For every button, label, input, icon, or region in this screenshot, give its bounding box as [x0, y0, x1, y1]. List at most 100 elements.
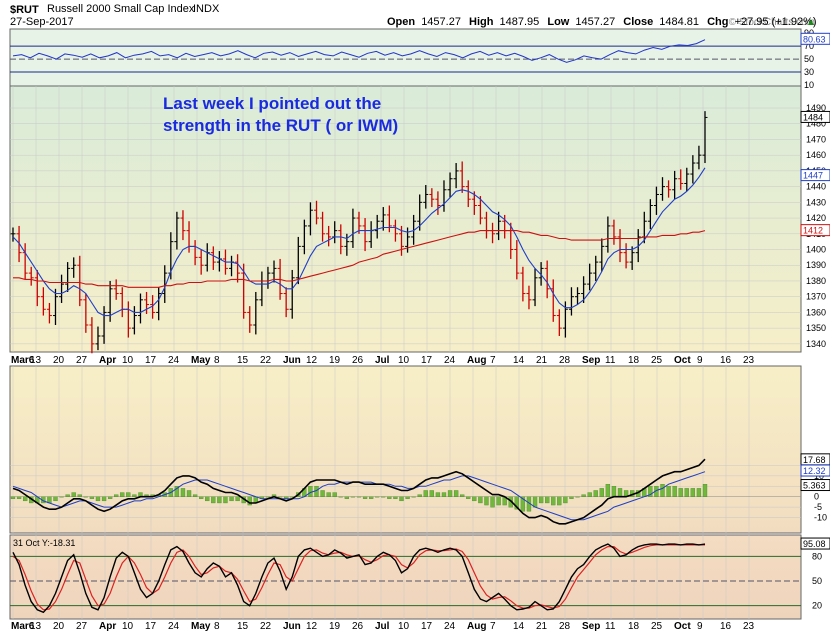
macd-tick-0: 0 — [814, 492, 819, 502]
macd-hist-57 — [356, 496, 362, 498]
macd-hist-27 — [174, 486, 180, 497]
x-label-bottom-14: 19 — [329, 621, 341, 632]
chart-header: $RUT Russell 2000 Small Cap Index INDX 2… — [10, 3, 817, 28]
top-indicator-line — [12, 39, 706, 63]
x-label-bottom-17: 10 — [398, 621, 410, 632]
macd-hist-71 — [441, 492, 447, 497]
macd-hist-31 — [199, 496, 204, 499]
macd-hist-91 — [563, 496, 568, 504]
macd-hist-113 — [696, 488, 702, 497]
macd-hist-97 — [599, 488, 604, 497]
price-ma-long-line — [13, 230, 706, 288]
price-tick-1440: 1440 — [806, 182, 826, 192]
macd-hist-99 — [611, 486, 617, 497]
macd-hist-52 — [326, 492, 331, 497]
macd-line — [12, 458, 706, 525]
x-label-price-4: Apr — [99, 355, 116, 366]
macd-hist-36 — [229, 496, 234, 502]
macd-hist-105 — [648, 486, 653, 497]
x-label-bottom-12: Jun — [283, 621, 301, 632]
x-label-bottom-31: 16 — [720, 621, 732, 632]
x-label-bottom-19: 24 — [444, 621, 456, 632]
x-label-price-14: 19 — [329, 355, 341, 366]
x-label-bottom-3: 27 — [76, 621, 88, 632]
x-label-price-8: May — [191, 355, 211, 366]
price-ma-long-tag-box — [800, 224, 830, 237]
macd-tick--5: -5 — [814, 502, 822, 512]
price-tick-1420: 1420 — [806, 213, 826, 223]
price-last-tag: 1484 — [803, 112, 823, 122]
macd-hist-60 — [375, 496, 380, 498]
macd-hist-30 — [192, 494, 198, 497]
x-label-bottom-32: 23 — [743, 621, 755, 632]
macd-hist-16 — [107, 496, 113, 499]
price-tick-1390: 1390 — [806, 260, 826, 270]
macd-hist-95 — [587, 492, 592, 497]
macd-hist-94 — [581, 494, 586, 497]
macd-hist-51 — [320, 490, 325, 497]
x-label-bottom-11: 22 — [260, 621, 272, 632]
x-label-bottom-27: 18 — [628, 621, 640, 632]
macd-hist-100 — [617, 488, 623, 497]
macd-panel — [9, 365, 802, 534]
x-label-price-25: Sep — [582, 355, 600, 366]
price-ma-long-tag: 1412 — [803, 226, 823, 236]
macd-hist-77 — [478, 496, 483, 504]
macd-hist-65 — [405, 496, 410, 499]
macd-hist-112 — [690, 488, 696, 497]
high-label: High — [469, 16, 494, 28]
top-last-tag: 80.63 — [803, 34, 826, 44]
macd-tick--10: -10 — [814, 513, 827, 523]
macd-hist-32 — [205, 496, 210, 502]
x-label-bottom-20: Aug — [467, 621, 486, 632]
macd-hist-54 — [338, 496, 343, 498]
price-ma-short-tag-box — [800, 169, 830, 182]
macd-hist-83 — [514, 496, 519, 510]
top-last-tag-box — [800, 32, 830, 45]
price-panel — [9, 85, 802, 353]
x-label-price-24: 28 — [559, 355, 571, 366]
high-value: 1487.95 — [500, 16, 540, 28]
macd-hist-109 — [672, 486, 677, 497]
x-label-price-32: 23 — [743, 355, 755, 366]
macd-hist-111 — [684, 488, 689, 497]
x-label-price-7: 24 — [168, 355, 180, 366]
x-label-price-15: 26 — [352, 355, 364, 366]
macd-hist-53 — [332, 492, 337, 497]
stoch-tick-20: 20 — [812, 601, 822, 611]
macd-hist-2 — [22, 496, 28, 502]
macd-hist-88 — [545, 496, 550, 504]
price-tick-1480: 1480 — [806, 119, 826, 129]
macd-tag-macd: 17.68 — [803, 455, 826, 465]
x-label-bottom-29: Oct — [674, 621, 691, 632]
series-layer — [10, 39, 708, 614]
x-label-price-0: Mar6 — [11, 355, 35, 366]
macd-tag-hist: 5.363 — [803, 481, 826, 491]
x-label-bottom-6: 17 — [145, 621, 157, 632]
macd-hist-37 — [235, 496, 240, 502]
macd-hist-87 — [538, 496, 544, 504]
macd-hist-76 — [472, 496, 477, 502]
stoch-tick-80: 80 — [812, 551, 822, 561]
x-label-bottom-23: 21 — [536, 621, 548, 632]
macd-hist-73 — [453, 490, 459, 497]
x-label-bottom-0: Mar6 — [11, 621, 35, 632]
macd-hist-84 — [520, 496, 526, 512]
x-label-bottom-22: 14 — [513, 621, 525, 632]
x-label-bottom-1: 13 — [30, 621, 42, 632]
macd-hist-63 — [393, 496, 398, 499]
macd-tag-hist-box — [800, 479, 830, 492]
x-label-price-5: 10 — [122, 355, 134, 366]
macd-hist-108 — [666, 486, 671, 497]
macd-hist-67 — [417, 494, 422, 497]
macd-hist-11 — [77, 494, 82, 497]
price-last-tag-box — [800, 110, 830, 123]
macd-hist-72 — [447, 490, 453, 497]
chart-date: 27-Sep-2017 — [10, 16, 74, 28]
annotation-line-2: strength in the RUT ( or IWM) — [163, 116, 398, 135]
x-label-price-28: 25 — [651, 355, 663, 366]
macd-hist-44 — [277, 496, 283, 498]
x-label-price-12: Jun — [283, 355, 301, 366]
stoch-last-tag-box — [800, 537, 830, 550]
macd-hist-89 — [551, 496, 556, 506]
